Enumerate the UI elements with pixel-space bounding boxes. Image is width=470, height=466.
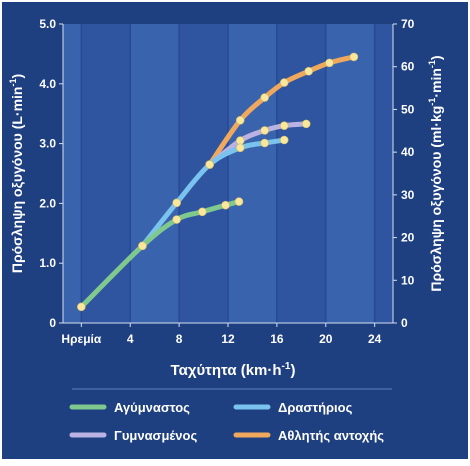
y-tick-label-left: 5.0: [39, 17, 56, 31]
y-tick-label-right: 0: [401, 316, 408, 330]
y-tick-label-left: 2.0: [39, 196, 56, 210]
x-tick-label: 8: [176, 332, 183, 346]
y-tick-label-left: 0: [49, 316, 56, 330]
legend-label-2: Γυμνασμένος: [114, 428, 197, 443]
y-tick-label-right: 50: [401, 102, 415, 116]
y-tick-label-right: 20: [401, 231, 415, 245]
y-tick-label-right: 40: [401, 145, 415, 159]
data-point-1: [172, 198, 181, 208]
data-point-2: [235, 136, 245, 145]
x-tick-label: 16: [270, 332, 284, 346]
x-tick-label: 20: [319, 332, 333, 346]
y-tick-label-right: 30: [401, 188, 415, 202]
plot-band: [374, 24, 393, 323]
data-point-1: [235, 143, 245, 153]
data-point-0: [172, 215, 181, 224]
plot-band: [325, 24, 375, 323]
data-point-2: [301, 119, 311, 129]
plot-band: [63, 24, 82, 323]
data-point-3: [260, 93, 269, 102]
data-point-2: [279, 121, 289, 130]
data-point-1: [205, 160, 214, 169]
y-tick-label-left: 1.0: [39, 256, 56, 270]
y-tick-label-right: 60: [401, 60, 415, 74]
x-axis-title: Ταχύτητα (km·h-1): [171, 361, 296, 379]
data-point-3: [279, 78, 289, 87]
y-tick-label-left: 3.0: [39, 137, 56, 151]
data-point-1: [279, 135, 289, 145]
legend-label-3: Αθλητής αντοχής: [278, 428, 384, 443]
data-point-0: [138, 241, 147, 251]
y-axis-title-right: Πρόσληψη οξυγόνου (ml·kg-1·min-1): [427, 55, 444, 291]
data-point-2: [260, 126, 269, 135]
x-tick-label: 4: [127, 332, 134, 346]
data-point-3: [325, 58, 334, 68]
plot-band: [81, 24, 131, 323]
data-point-0: [221, 200, 230, 210]
data-point-3: [304, 66, 313, 76]
data-point-3: [235, 115, 245, 125]
y-axis-title-left: Πρόσληψη οξυγόνου (L·min-1): [8, 74, 25, 273]
data-point-0: [234, 197, 244, 206]
x-tick-label: Ηρεμία: [61, 332, 101, 346]
data-point-3: [349, 52, 359, 62]
legend-label-0: Αγύμναστος: [114, 400, 190, 415]
plot-band: [228, 24, 277, 323]
x-tick-label: 24: [368, 332, 382, 346]
y-tick-label-left: 4.0: [39, 77, 56, 91]
y-tick-label-right: 70: [401, 17, 415, 31]
legend-label-1: Δραστήριος: [278, 400, 353, 415]
data-point-0: [77, 302, 86, 312]
data-point-1: [260, 138, 269, 148]
x-tick-label: 12: [221, 332, 235, 346]
data-point-0: [198, 207, 207, 217]
y-tick-label-right: 10: [401, 273, 415, 287]
plot-band: [130, 24, 180, 323]
